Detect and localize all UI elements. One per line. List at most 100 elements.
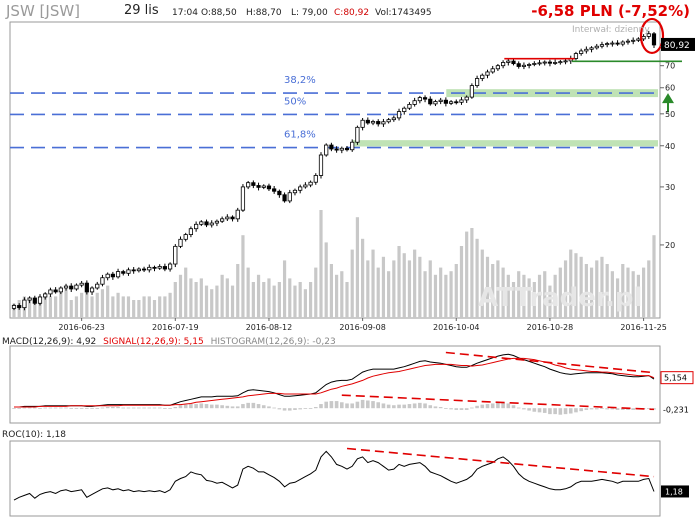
candle-body bbox=[63, 285, 69, 289]
volume-bar bbox=[288, 278, 292, 318]
candle-body bbox=[485, 71, 490, 76]
volume-bar bbox=[641, 267, 646, 318]
volume-bar bbox=[80, 292, 84, 318]
volume-bar bbox=[449, 271, 453, 318]
candle-body bbox=[32, 297, 37, 304]
histogram-bar bbox=[506, 403, 511, 409]
histogram-bar bbox=[111, 407, 115, 409]
volume-bar bbox=[184, 267, 188, 318]
histogram-bar bbox=[610, 408, 615, 410]
histogram-bar bbox=[402, 404, 407, 409]
macd-panel-frame bbox=[9, 345, 661, 424]
candle-body bbox=[589, 47, 594, 50]
candle-body bbox=[11, 305, 17, 309]
candle-body bbox=[266, 185, 272, 190]
histogram-bar bbox=[126, 407, 131, 409]
histogram-bar bbox=[360, 399, 365, 409]
histogram-bar bbox=[501, 402, 505, 409]
volume-bar bbox=[371, 249, 375, 318]
volume-bar bbox=[106, 285, 110, 318]
histogram-bar bbox=[308, 408, 313, 409]
volume-bar bbox=[256, 274, 261, 318]
price-panel-frame bbox=[9, 21, 661, 319]
histogram-bar bbox=[241, 404, 245, 409]
candle-body bbox=[17, 305, 22, 309]
volume-bar bbox=[267, 278, 271, 318]
candle-body bbox=[131, 269, 136, 272]
volume-bar bbox=[621, 264, 625, 318]
macd-histogram bbox=[12, 399, 656, 415]
candle-body bbox=[355, 126, 360, 143]
histogram-bar bbox=[147, 407, 152, 409]
roc-line bbox=[13, 450, 655, 501]
candle-body bbox=[136, 268, 141, 272]
volume-bar bbox=[537, 274, 542, 318]
volume-bar bbox=[116, 292, 120, 318]
candle-body bbox=[183, 234, 188, 240]
fib-level-label: 61,8% bbox=[284, 130, 316, 141]
volume-bar bbox=[543, 271, 547, 318]
macd-legend: MACD(12,26,9): 4,92 SIGNAL(12,26,9): 5,1… bbox=[2, 337, 336, 347]
volume-bar bbox=[428, 260, 432, 318]
candle-body bbox=[209, 222, 214, 226]
histogram-bar bbox=[490, 403, 495, 409]
histogram-bar bbox=[43, 407, 48, 409]
candle-body bbox=[459, 99, 464, 103]
volume-bar bbox=[605, 264, 609, 318]
signal-value-label: 5,154 bbox=[664, 374, 687, 383]
histogram-bar bbox=[340, 402, 344, 409]
close-label: C:80,92 bbox=[334, 8, 370, 18]
volume-bar bbox=[59, 292, 63, 318]
volume-bar bbox=[220, 274, 224, 318]
candle-body bbox=[287, 192, 292, 202]
candle-body bbox=[370, 121, 376, 124]
volume-bar bbox=[230, 285, 235, 318]
candle-body bbox=[376, 121, 381, 125]
volume-bar bbox=[558, 267, 562, 318]
candle-body bbox=[79, 282, 84, 286]
candle-body bbox=[303, 184, 308, 188]
volume-bar bbox=[381, 256, 386, 318]
histogram-bar bbox=[620, 408, 625, 410]
y-tick-label: 40 bbox=[665, 142, 675, 151]
low-label: L: 79,00 bbox=[291, 8, 328, 18]
volume-bar bbox=[491, 264, 495, 318]
candle-body bbox=[167, 263, 173, 270]
histogram-bar bbox=[17, 408, 22, 409]
histogram-bar bbox=[334, 401, 339, 409]
histogram-bar bbox=[230, 406, 235, 409]
histogram-bar bbox=[246, 402, 250, 409]
candle-body bbox=[204, 221, 209, 226]
roc-trendline bbox=[346, 447, 655, 478]
candle-body bbox=[495, 65, 501, 70]
volume-bar bbox=[413, 249, 417, 318]
volume-bar bbox=[74, 296, 79, 318]
volume-bar bbox=[178, 274, 183, 318]
histogram-bar bbox=[121, 407, 126, 409]
volume-bar bbox=[402, 253, 406, 318]
histogram-trendline bbox=[341, 394, 655, 411]
volume-bar bbox=[293, 285, 297, 318]
volume-bar bbox=[95, 292, 99, 318]
candle-body bbox=[501, 62, 506, 67]
support-zone bbox=[446, 89, 658, 98]
candle-body bbox=[277, 190, 282, 196]
candle-body bbox=[438, 99, 443, 102]
volume-bar bbox=[439, 267, 443, 318]
volume-bar bbox=[100, 289, 105, 318]
candle-body bbox=[84, 282, 89, 293]
candle-body bbox=[105, 273, 110, 279]
histogram-bar bbox=[542, 408, 547, 413]
histogram-bar bbox=[282, 408, 287, 411]
volume-bar bbox=[132, 300, 136, 318]
histogram-bar bbox=[74, 408, 79, 409]
volume-bar bbox=[480, 249, 484, 318]
histogram-bar bbox=[204, 404, 209, 409]
histogram-bar bbox=[95, 408, 100, 409]
volume-bar bbox=[152, 300, 157, 318]
volume-bar bbox=[652, 235, 656, 318]
volume-bar bbox=[553, 274, 557, 318]
candle-body bbox=[220, 218, 225, 222]
signal-line bbox=[14, 357, 655, 408]
histogram-bar bbox=[27, 407, 32, 409]
